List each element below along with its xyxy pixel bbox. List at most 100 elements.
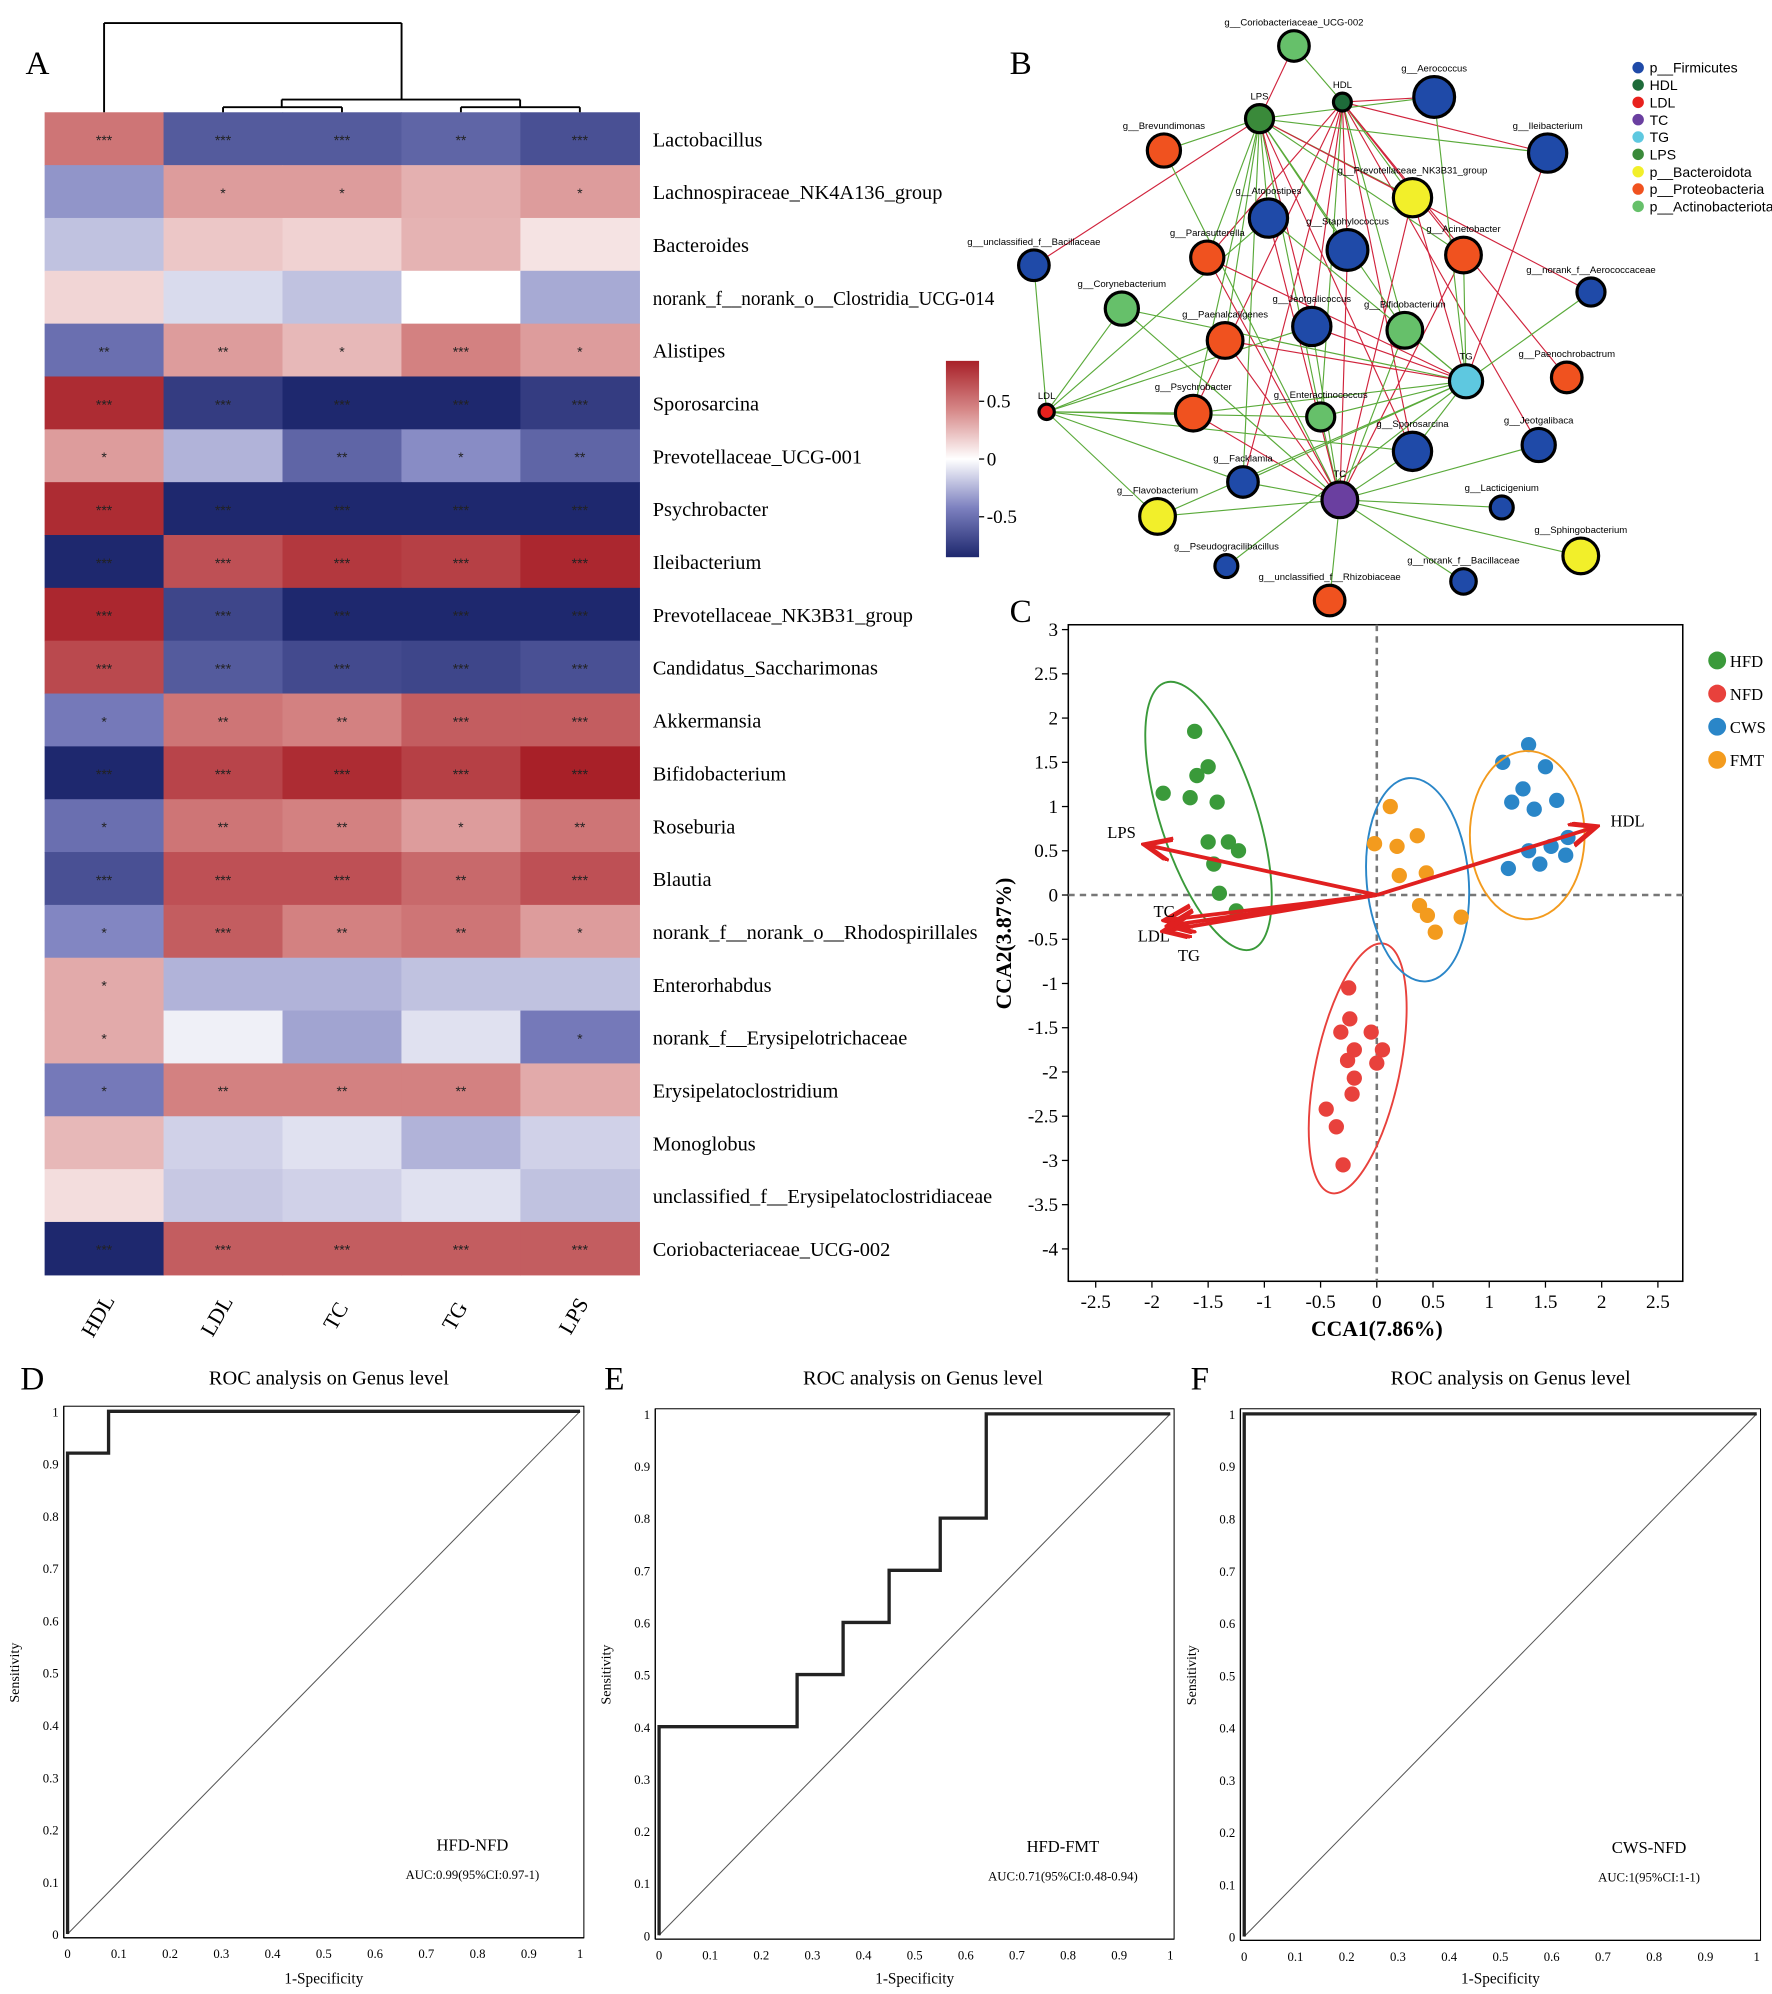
edge-hdl-positive: [1341, 101, 1540, 446]
heatmap-cell: [163, 1221, 284, 1276]
heatmap-cell: [163, 323, 284, 378]
y-tick-label: 0.4: [634, 1721, 651, 1735]
heatmap-cell: [401, 957, 522, 1012]
node-label: g__Corynebacterium: [1078, 279, 1167, 290]
x-tick-label: 0.9: [1697, 1950, 1713, 1964]
significance-stars: **: [455, 925, 466, 941]
point-cws: [1515, 781, 1531, 797]
row-label: Prevotellaceae_UCG-001: [653, 446, 862, 468]
node-label: g__Paenochrobactrum: [1518, 349, 1615, 360]
significance-stars: *: [458, 819, 464, 835]
node-label: g__norank_f__Aerococcaceae: [1526, 265, 1656, 276]
roc-panel-e: ROC analysis on Genus level 00 0.1 0.1 0.2 0.…: [600, 1368, 1175, 1988]
y-tick-label: 0: [1049, 885, 1059, 906]
significance-stars: ***: [572, 872, 589, 888]
significance-stars: ***: [453, 396, 470, 412]
y-tick-label: 0: [644, 1929, 650, 1943]
x-tick-label: 2: [1597, 1292, 1607, 1313]
y-tick-label: -3.5: [1028, 1195, 1058, 1216]
node-label: g__Acinetobacter: [1426, 224, 1501, 235]
heatmap-cell: [44, 535, 165, 589]
network-node: [1226, 465, 1260, 499]
edge-hdl-positive: [1242, 101, 1343, 483]
significance-stars: **: [455, 132, 466, 148]
vector-label: TC: [1153, 902, 1174, 921]
vector-label: LPS: [1107, 823, 1136, 842]
heatmap-cell: [163, 217, 284, 272]
vector-hdl: [1376, 828, 1593, 897]
heatmap-cell: [520, 957, 640, 1012]
x-tick-label: 0.8: [1060, 1948, 1076, 1962]
edge-tg-positive: [1207, 257, 1467, 382]
point-fmt: [1409, 828, 1425, 844]
legend-dot: [1708, 750, 1727, 769]
heatmap-cell: [520, 746, 640, 800]
heatmap-cell: [44, 957, 165, 1012]
legend-label: p__Bacteroidota: [1650, 164, 1752, 180]
significance-stars: ***: [572, 660, 589, 676]
significance-stars: ***: [96, 555, 113, 571]
row-label: Psychrobacter: [653, 499, 769, 521]
point-cws: [1537, 759, 1554, 775]
x-tick-label: 0.7: [1009, 1948, 1025, 1962]
heatmap-cell: [44, 746, 165, 800]
significance-stars: *: [220, 185, 226, 201]
node-label: g__Jeotgalibaca: [1504, 415, 1574, 426]
x-tick-label: 0: [64, 1947, 70, 1961]
row-label: Candidatus_Saccharimonas: [653, 658, 878, 680]
heatmap-cell: [44, 270, 165, 325]
edge-lps-positive: [1033, 118, 1260, 266]
node-label: g__Atopostipes: [1236, 186, 1302, 197]
network-node: [1138, 496, 1177, 536]
heatmap-cell: [520, 429, 640, 483]
legend-dot: [1632, 131, 1644, 143]
network-node: [1320, 480, 1360, 520]
significance-stars: *: [101, 449, 107, 465]
network-node: [1247, 197, 1290, 239]
colorbar-tick-label: 0: [987, 449, 997, 470]
y-tick-label: -4: [1042, 1239, 1058, 1260]
x-tick-label: -2: [1144, 1292, 1160, 1313]
heatmap-cell: [520, 270, 640, 325]
network-node: [1391, 176, 1434, 219]
heatmap-cell: [401, 587, 522, 642]
edge-tc-positive: [1267, 217, 1341, 500]
x-tick-label: 1: [1484, 1292, 1494, 1313]
edge-hdl-positive: [1342, 101, 1548, 154]
significance-stars: ***: [215, 872, 232, 888]
auc-label: AUC:0.71(95%CI:0.48-0.94): [988, 1870, 1138, 1884]
x-tick-label: 0.1: [111, 1947, 127, 1961]
x-tick-label: 0.5: [1421, 1292, 1445, 1313]
network-node: [1213, 553, 1240, 580]
diagonal-reference: [658, 1413, 1171, 1936]
y-tick-label: 0.2: [634, 1825, 650, 1839]
heatmap-cell: [163, 904, 284, 959]
y-tick-label: 0.5: [634, 1669, 650, 1683]
x-tick-label: 0.3: [1390, 1950, 1406, 1964]
point-cws: [1549, 792, 1565, 808]
node-label: g__Bifidobacterium: [1364, 299, 1446, 310]
significance-stars: ***: [572, 502, 589, 518]
heatmap-cell: [520, 482, 640, 536]
y-axis-label: CCA2(3.87%): [992, 878, 1016, 1010]
y-tick-label: 1: [1049, 797, 1059, 818]
colorbar: [945, 360, 980, 558]
edge-ldl-negative: [1046, 308, 1123, 413]
edge-tg-negative: [1121, 308, 1467, 382]
node-label: g__Sphingobacterium: [1534, 525, 1627, 536]
heatmap-cell: [282, 112, 403, 166]
edge-tg-negative: [1433, 96, 1467, 382]
network-node: [1205, 321, 1245, 360]
x-tick-label: 0: [1372, 1292, 1382, 1313]
point-hfd: [1189, 767, 1205, 784]
y-tick-label: 0.3: [43, 1771, 59, 1785]
heatmap-cell: [163, 746, 284, 800]
x-tick-label: 0.2: [1339, 1950, 1355, 1964]
x-tick-label: 0.9: [521, 1947, 537, 1961]
significance-stars: ***: [453, 766, 470, 782]
network-edges: [1033, 45, 1592, 601]
ellipse-cws: [1365, 777, 1471, 983]
heatmap-cell: [520, 1063, 640, 1117]
y-tick-label: 0.1: [43, 1876, 59, 1890]
x-tick-label: 0.6: [958, 1948, 974, 1962]
